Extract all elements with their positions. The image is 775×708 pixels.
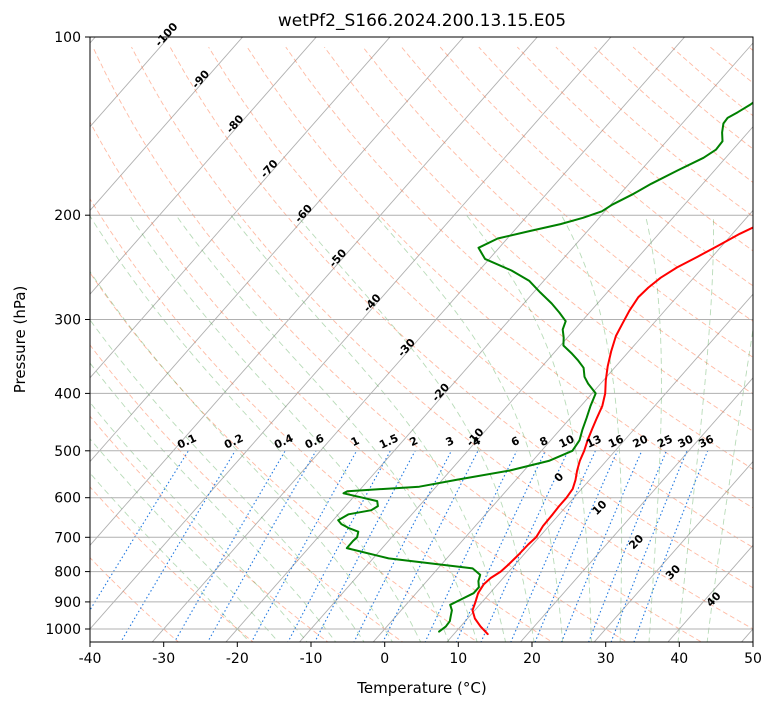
dry-adiabat-line [362,46,753,395]
moist-adiabat-line [230,214,506,642]
y-tick-label: 100 [54,30,81,46]
moist-adiabat-line [644,215,662,642]
isotherm-line [519,377,753,642]
mixing-ratio-label: 16 [606,432,626,450]
isotherm-line [446,293,753,642]
moist-adiabat-line [175,214,478,642]
dry-adiabat-line [90,486,254,642]
mixing-ratio-label: 30 [676,432,696,450]
chart-title: wetPf2_S166.2024.200.13.15.E05 [278,11,566,31]
moist-adiabat-line [466,214,592,642]
isotherm-line [90,37,612,630]
moist-adiabat-line [90,438,280,642]
dry-adiabat-line [90,415,329,642]
dry-adiabat-line [90,121,628,642]
moist-adiabat-line [90,319,365,642]
y-tick-label: 200 [54,208,81,224]
y-tick-label: 500 [54,444,81,460]
mixing-ratio-label: 20 [631,432,651,450]
dry-adiabat-line [208,46,753,548]
dry-adiabat-line [90,272,479,642]
isotherm-line [90,37,317,295]
x-tick-label: 0 [380,651,389,667]
x-axis: -40 -30 -20 -10 0 10 20 30 40 50 [79,642,762,667]
pressure-gridlines [90,36,753,630]
isotherm-line [667,544,753,642]
y-tick-label: 1000 [45,622,81,638]
dry-adiabat-line [169,46,753,589]
isotherm-line [90,37,538,546]
dry-adiabat-line [92,46,703,642]
x-tick-label: 20 [523,651,541,667]
background-lines [90,37,753,642]
dry-adiabat-line [324,46,753,432]
x-tick-label: -40 [79,651,102,667]
x-tick-label: 30 [597,651,615,667]
moist-adiabat-line [296,214,535,642]
y-axis-label: Pressure (hPa) [11,286,29,394]
isotherm-line [90,37,244,212]
y-tick-label: 700 [54,530,81,546]
y-axis: 100 200 300 400 500 600 700 800 900 1000 [45,30,90,638]
y-tick-label: 900 [54,595,81,611]
y-tick-label: 300 [54,313,81,329]
dry-adiabat-line [131,46,753,630]
isotherm-line [225,42,753,642]
series-layer [337,101,753,636]
isotherm-line [298,126,753,642]
temperature-profile-line [471,226,753,636]
y-tick-label: 800 [54,565,81,581]
isotherm-line [151,37,686,642]
x-tick-label: -20 [226,651,249,667]
mixing-ratio-label: 10 [557,432,577,450]
y-tick-label: 600 [54,491,81,507]
mixing-ratio-label: 36 [697,432,717,450]
moist-adiabat-line [90,401,308,642]
isotherm-line [90,37,465,463]
x-tick-label: -10 [300,651,323,667]
dry-adiabat-line [246,46,753,509]
dewpoint-profile-line [337,101,753,633]
mixing-ratio-label: 13 [584,433,603,451]
moist-adiabat-line [90,270,393,642]
x-tick-label: 40 [670,651,688,667]
moist-adiabat-line [129,214,450,642]
isotherm-line [372,209,753,642]
x-tick-label: 10 [449,651,467,667]
x-tick-label: -30 [152,651,175,667]
moist-adiabat-line [90,472,251,642]
isotherm-line [593,460,753,642]
x-axis-label: Temperature (°C) [356,679,486,697]
mixing-ratio-label: 25 [655,433,674,451]
dry-adiabat-line [90,198,553,642]
isotherm-line [90,37,391,379]
plot-frame [89,36,754,643]
y-tick-label: 400 [54,386,81,402]
x-tick-label: 50 [744,651,762,667]
